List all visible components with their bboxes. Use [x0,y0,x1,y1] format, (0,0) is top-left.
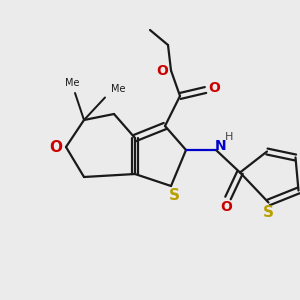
Text: O: O [220,200,232,214]
Text: S: S [169,188,180,202]
Text: N: N [215,140,226,153]
Text: O: O [208,82,220,95]
Text: H: H [224,132,233,142]
Text: S: S [263,205,274,220]
Text: Me: Me [65,79,79,88]
Text: O: O [49,140,62,154]
Text: Me: Me [111,85,125,94]
Text: O: O [157,64,169,77]
